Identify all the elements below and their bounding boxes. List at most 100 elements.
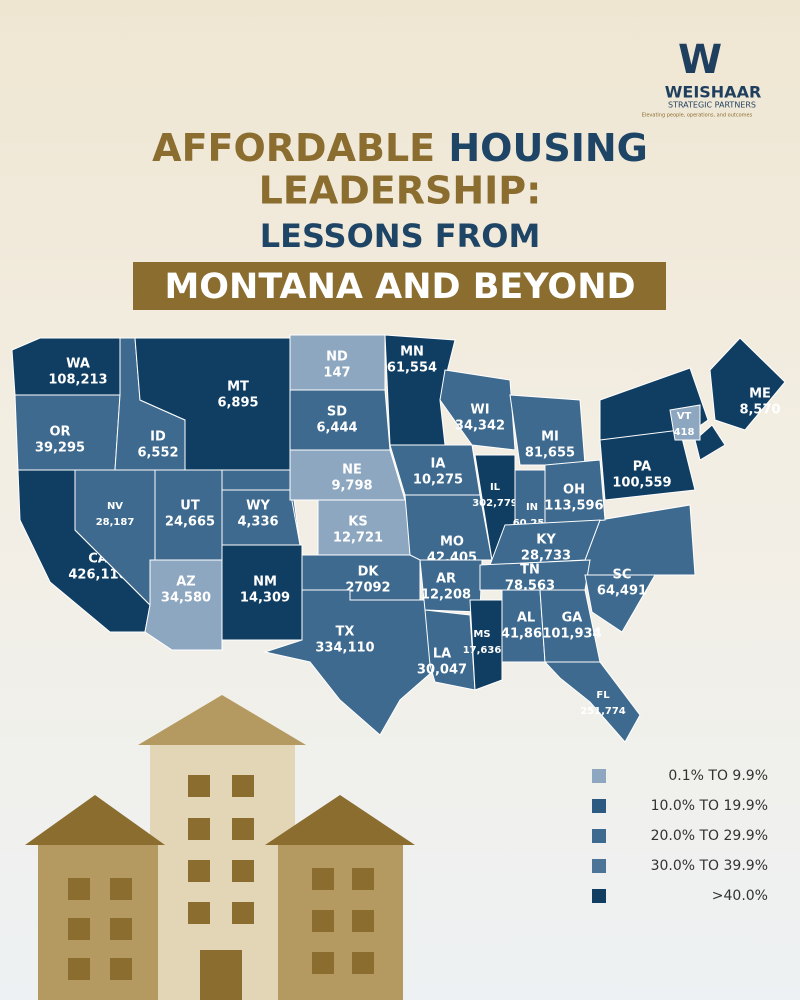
state-abbr: ID	[150, 430, 166, 445]
state-abbr: IA	[431, 457, 446, 472]
legend-label: 30.0% TO 39.9%	[651, 858, 768, 874]
state-shape	[439, 369, 516, 451]
state-value: 101,934	[542, 627, 601, 642]
state-abbr: ME	[749, 387, 771, 402]
legend-label: 10.0% TO 19.9%	[651, 798, 768, 814]
state-abbr: WI	[470, 403, 489, 418]
state-abbr: PA	[633, 460, 651, 475]
state-value: 30,047	[417, 663, 467, 678]
title-line: MONTANA AND BEYOND	[164, 267, 635, 307]
legend-swatch	[592, 829, 606, 843]
state-value: 39,295	[35, 441, 85, 456]
state-value: 17,636	[463, 645, 502, 656]
state-abbr: WY	[246, 499, 270, 514]
title-highlight	[133, 262, 666, 310]
state-abbr: SC	[613, 568, 632, 583]
logo-mark: W	[678, 37, 722, 83]
legend: 0.1% TO 9.9% 10.0% TO 19.9% 20.0% TO 29.9%…	[592, 768, 768, 904]
state-value: 9,798	[331, 479, 372, 494]
state-abbr: AL	[517, 611, 535, 626]
state-value: 100,559	[612, 476, 671, 491]
state-abbr: SD	[327, 405, 347, 420]
state-abbr: KS	[348, 515, 367, 530]
state-value: 147	[323, 366, 350, 381]
state-abbr: MO	[440, 535, 464, 550]
state-abbr: DK	[358, 565, 380, 580]
legend-swatch	[592, 859, 606, 873]
title-line: AFFORDABLE HOUSING	[152, 126, 648, 170]
state-value: 113,596	[544, 499, 603, 514]
state-value: 334,110	[315, 641, 374, 656]
region	[694, 424, 726, 461]
state-value: 108,213	[48, 373, 107, 388]
state-abbr: MN	[400, 345, 424, 360]
state-shape	[263, 589, 441, 736]
state-value: 12,208	[421, 588, 471, 603]
state-value: 24,665	[165, 515, 215, 530]
state-abbr: TN	[520, 563, 540, 578]
state-value: 6,895	[217, 396, 258, 411]
state-value: 81,655	[525, 446, 575, 461]
state-abbr: OH	[563, 483, 585, 498]
state-shape	[584, 574, 656, 633]
state-abbr: KY	[536, 533, 556, 548]
state-shape	[709, 337, 786, 431]
state-abbr: WA	[66, 357, 90, 372]
legend-swatch	[592, 769, 606, 783]
state-value: 34,580	[161, 591, 211, 606]
state-abbr: VT	[677, 411, 692, 422]
state-value: 6,552	[137, 446, 178, 461]
state-abbr: FL	[596, 690, 610, 701]
legend-swatch	[592, 799, 606, 813]
state-shape	[384, 334, 456, 446]
state-abbr: GA	[562, 611, 583, 626]
state-value: 426,110	[68, 568, 127, 583]
state-value: 41,869	[501, 627, 551, 642]
state-abbr: LA	[433, 647, 451, 662]
state-abbr: MI	[541, 430, 559, 445]
state-shape	[544, 459, 606, 526]
legend-swatch	[592, 889, 606, 903]
state-value: 8,570	[739, 403, 780, 418]
state-value: 4,336	[237, 515, 278, 530]
state-value: 61,554	[387, 361, 437, 376]
state-value: 64,491	[597, 584, 647, 599]
state-value: 12,721	[333, 531, 383, 546]
state-value: 418	[674, 427, 695, 438]
state-shape	[669, 404, 701, 441]
title-part: HOUSING	[448, 126, 647, 170]
state-value: 28,733	[521, 549, 571, 564]
state-value: 34,342	[455, 419, 505, 434]
state-shape	[424, 609, 476, 691]
state-abbr: MT	[227, 380, 249, 395]
state-abbr: NM	[253, 575, 277, 590]
buildings-illustration	[25, 695, 415, 1000]
title-line: LEADERSHIP:	[259, 169, 542, 213]
state-abbr: OR	[49, 425, 70, 440]
state-shape	[543, 661, 641, 743]
state-abbr: IN	[526, 502, 538, 513]
state-value: 302,779	[472, 498, 518, 509]
title-part: AFFORDABLE	[152, 126, 435, 170]
state-value: 10,275	[413, 473, 463, 488]
state-value: 6,444	[316, 421, 357, 436]
legend-label: 20.0% TO 29.9%	[651, 828, 768, 844]
state-abbr: UT	[180, 499, 200, 514]
logo-name: WEISHAAR	[665, 83, 762, 102]
state-abbr: NE	[342, 463, 362, 478]
state-abbr: MS	[473, 629, 490, 640]
legend-label: >40.0%	[712, 888, 768, 904]
state-abbr: TX	[336, 625, 355, 640]
state-value: 251,774	[580, 706, 626, 717]
legend-label: 0.1% TO 9.9%	[668, 768, 768, 784]
title-line: LESSONS FROM	[260, 217, 541, 255]
state-shape	[469, 599, 503, 691]
state-abbr: ND	[326, 350, 348, 365]
state-map: WA108,213OR39,295CA426,110NV28,187ID6,55…	[11, 334, 786, 743]
state-shape	[599, 429, 696, 501]
state-abbr: NV	[107, 501, 123, 512]
state-value: 28,187	[96, 517, 135, 528]
logo-sub: STRATEGIC PARTNERS	[668, 101, 756, 110]
